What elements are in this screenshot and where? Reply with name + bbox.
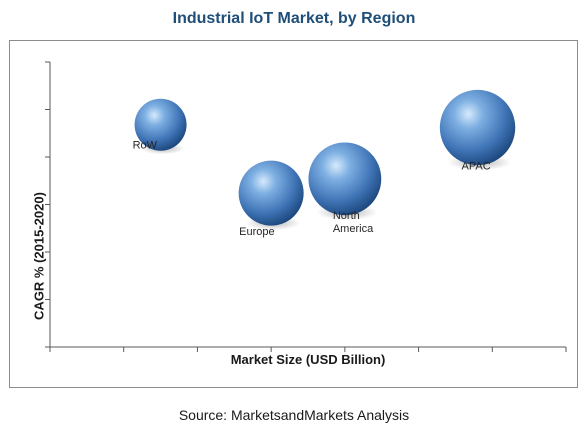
bubble-label-apac: APAC [462,161,491,173]
chart-title: Industrial IoT Market, by Region [172,10,416,27]
bubble-label-row: RoW [133,140,158,152]
bubble-apac [439,89,516,166]
source-note: Source: MarketsandMarkets Analysis [178,407,410,423]
x-axis-title: Market Size (USD Billion) [230,352,386,367]
bubble-label-north-america: North America [333,210,374,235]
bubble-row [134,98,187,151]
bubble-europe [238,160,304,226]
bubble-label-europe: Europe [239,226,274,238]
y-axis-title: CAGR % (2015-2020) [31,192,47,320]
bubble-north-america [308,142,382,216]
